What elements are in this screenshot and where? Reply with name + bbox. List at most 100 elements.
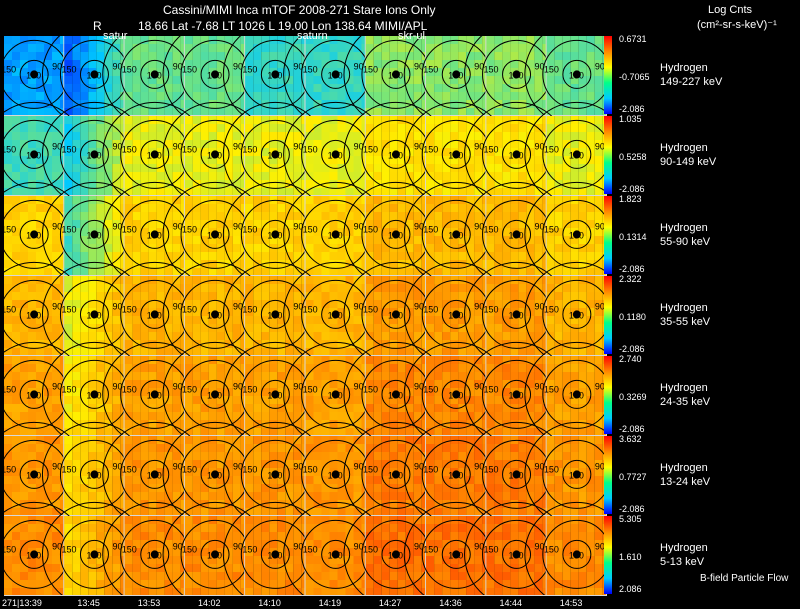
contour-label: 90: [52, 61, 62, 71]
contour-label: 90: [354, 541, 364, 551]
contour-label: 90: [535, 61, 545, 71]
contour-label: 90: [52, 541, 62, 551]
contour-label: 150: [61, 304, 76, 314]
contour-label: 180: [147, 70, 162, 80]
center-marker: [271, 70, 280, 79]
contour-label: 150: [423, 64, 438, 74]
ephemeris-r-label: R: [93, 19, 102, 33]
colorbar-max: 2.322: [619, 274, 642, 284]
center-marker: [452, 550, 461, 559]
center-marker: [572, 470, 581, 479]
contour-label: 90: [173, 221, 183, 231]
center-marker: [331, 70, 340, 79]
center-marker: [452, 70, 461, 79]
contour-label: 90: [354, 61, 364, 71]
center-marker: [512, 150, 521, 159]
colorbar: [604, 36, 612, 114]
contour-label: 180: [569, 150, 584, 160]
contour-label: 90: [535, 541, 545, 551]
contour-label: 150: [182, 144, 197, 154]
contour-label: 180: [328, 70, 343, 80]
contour-label: 90: [233, 461, 243, 471]
center-marker: [331, 550, 340, 559]
contour-label: 90: [52, 301, 62, 311]
contour-label: 90: [173, 381, 183, 391]
center-marker: [150, 150, 159, 159]
center-marker: [150, 230, 159, 239]
contour-label: 180: [509, 470, 524, 480]
contour-label: 180: [147, 230, 162, 240]
units-expression: (cm²-sr-s-keV)⁻¹: [697, 19, 777, 31]
contour-label: 90: [233, 541, 243, 551]
contour-label: 150: [242, 64, 257, 74]
contour-label: 150: [4, 544, 16, 554]
contour-label: 150: [544, 144, 559, 154]
energy-label: 24-35 keV: [660, 396, 711, 409]
colorbar: [604, 516, 612, 594]
contour-label: 180: [86, 230, 101, 240]
contour-label: 150: [544, 304, 559, 314]
contour-label: 180: [448, 150, 463, 160]
contour-label: 180: [388, 550, 403, 560]
contour-label: 150: [122, 544, 137, 554]
contour-label: 90: [112, 541, 122, 551]
contour-label: 150: [182, 304, 197, 314]
center-marker: [572, 310, 581, 319]
center-marker: [512, 230, 521, 239]
footer-note: B-field Particle Flow: [700, 573, 789, 584]
colorbar-mid: 0.7727: [619, 472, 647, 482]
contour-label: 90: [535, 141, 545, 151]
contour-label: 90: [354, 461, 364, 471]
contour-label: 180: [147, 550, 162, 560]
center-marker: [30, 310, 39, 319]
colorbar-mid: 0.1314: [619, 232, 647, 242]
contour-label: 90: [112, 141, 122, 151]
center-marker: [30, 390, 39, 399]
species-label: Hydrogen: [660, 462, 708, 475]
colorbar-mid: -0.7065: [619, 72, 650, 82]
time-label: 14:10: [258, 598, 281, 608]
contour-label: 180: [328, 150, 343, 160]
energy-label: 35-55 keV: [660, 316, 711, 329]
contour-label: 90: [595, 61, 605, 71]
center-marker: [211, 150, 220, 159]
center-marker: [211, 470, 220, 479]
colorbar: [604, 196, 612, 274]
contour-label: 180: [569, 310, 584, 320]
units-label: Log Cnts: [708, 4, 753, 16]
ephemeris-line: 18.66 Lat -7.68 LT 1026 L 19.00 Lon 138.…: [138, 19, 428, 33]
contour-label: 90: [293, 461, 303, 471]
contour-label: 180: [448, 550, 463, 560]
contour-label: 90: [474, 61, 484, 71]
center-marker: [30, 150, 39, 159]
contour-label: 180: [26, 150, 41, 160]
center-marker: [90, 150, 99, 159]
center-marker: [331, 470, 340, 479]
contour-label: 150: [122, 144, 137, 154]
contour-label: 150: [242, 464, 257, 474]
contour-label: 180: [147, 470, 162, 480]
contour-label: 90: [535, 221, 545, 231]
center-marker: [150, 550, 159, 559]
contour-label: 180: [328, 230, 343, 240]
energy-label: 90-149 keV: [660, 156, 717, 169]
contour-label: 90: [293, 221, 303, 231]
center-marker: [271, 470, 280, 479]
contour-label: 150: [242, 224, 257, 234]
contour-label: 150: [61, 464, 76, 474]
contour-label: 180: [328, 550, 343, 560]
contour-label: 180: [267, 70, 282, 80]
